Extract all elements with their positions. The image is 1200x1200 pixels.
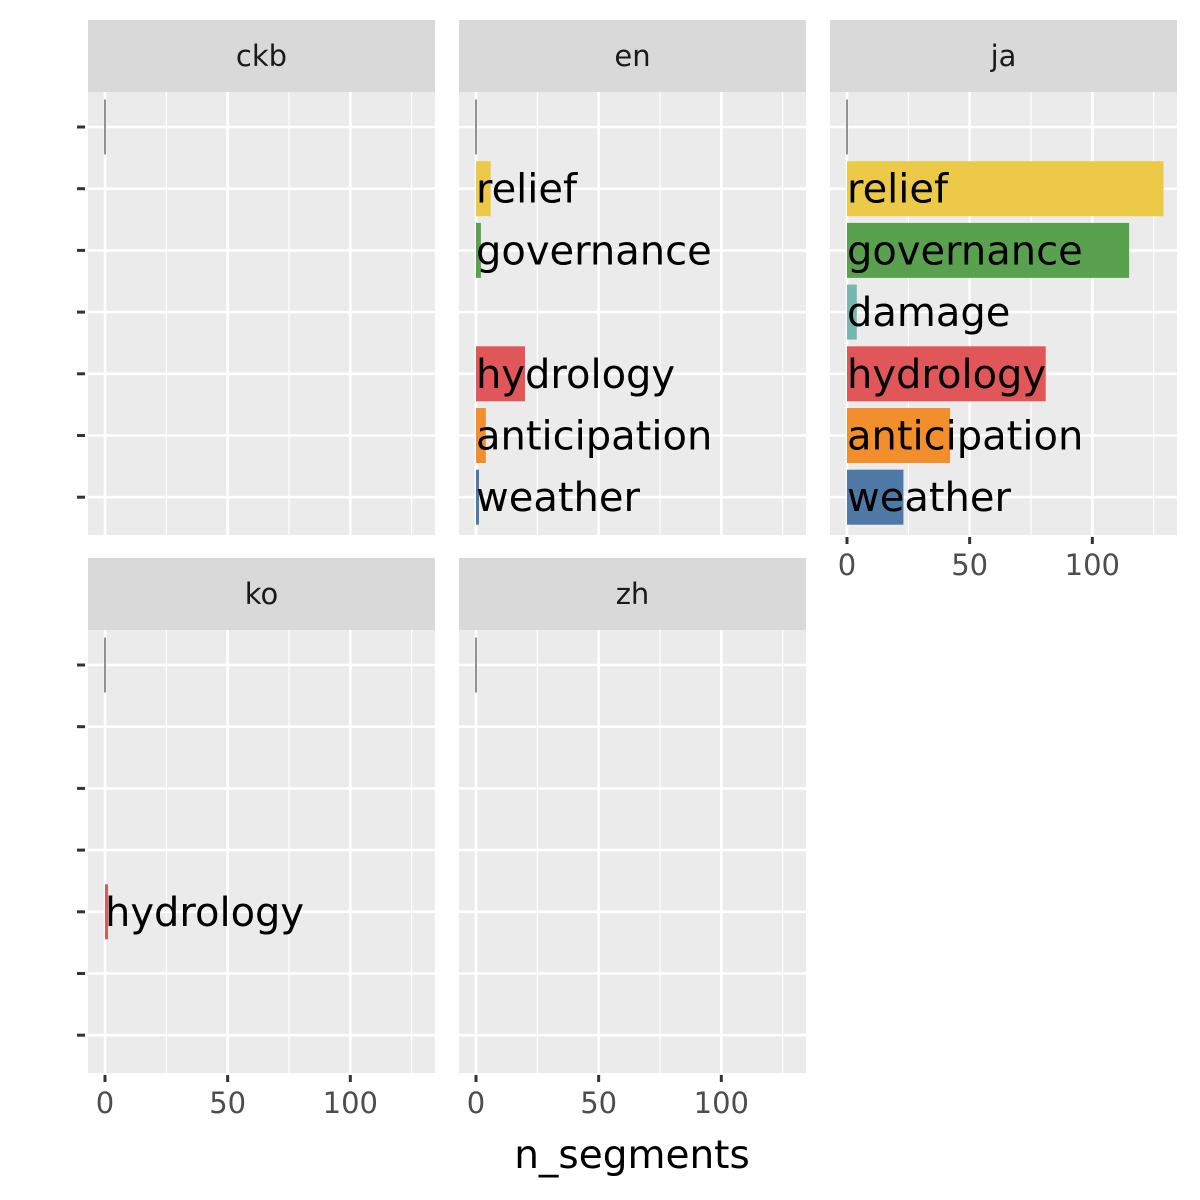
bar-governance <box>847 222 1130 278</box>
bar-blank <box>475 99 477 155</box>
panel-background <box>88 92 435 535</box>
x-tick-label: 0 <box>838 548 856 582</box>
bar-blank <box>846 99 848 155</box>
bar-damage <box>847 284 857 340</box>
x-tick-label: 100 <box>1065 548 1120 582</box>
bar-hydrology <box>105 884 108 940</box>
bar-weather <box>476 469 479 525</box>
panel-background <box>88 630 435 1073</box>
bar-label: weather <box>847 475 1011 521</box>
facet-panel-zh: zh 0 50 100 <box>459 558 806 1120</box>
bar-anticipation <box>476 408 486 463</box>
facet-panel-ja: ja relief governance damage hydrology anticip… <box>830 20 1177 582</box>
panel-background <box>459 630 806 1073</box>
bar-governance <box>476 222 481 278</box>
bar-blank <box>475 637 477 693</box>
bar-hydrology <box>847 346 1046 402</box>
facet-panel-ko: ko hydrology 0 50 100 <box>77 558 435 1120</box>
facet-strip <box>830 20 1177 92</box>
bar-label: hydrology <box>476 352 675 398</box>
bar-relief <box>847 161 1164 217</box>
bar-label: relief <box>476 167 578 213</box>
bar-relief <box>476 161 491 217</box>
bar-blank <box>104 99 106 155</box>
bar-anticipation <box>847 408 951 463</box>
bar-label: relief <box>847 167 949 213</box>
bar-label: anticipation <box>476 414 712 460</box>
bar-label: governance <box>476 228 712 274</box>
facet-panel-ckb: ckb <box>77 20 435 535</box>
bar-label: weather <box>476 475 640 521</box>
x-tick-label: 0 <box>467 1086 485 1120</box>
x-tick-label: 50 <box>209 1086 246 1120</box>
bar-label: hydrology <box>105 890 304 936</box>
panel-background <box>459 92 806 535</box>
bar-label: governance <box>847 228 1083 274</box>
bar-label: damage <box>847 290 1010 336</box>
facet-strip <box>88 20 435 92</box>
bar-weather <box>847 469 904 525</box>
facet-strip <box>459 558 806 630</box>
facet-strip-label: en <box>614 39 650 73</box>
facet-panel-en: en relief governance hydrology anticipation w… <box>459 20 806 535</box>
x-tick-label: 100 <box>694 1086 749 1120</box>
bar-blank <box>104 637 106 693</box>
facet-strip-label: ckb <box>236 39 287 73</box>
facet-strip-label: ko <box>245 577 279 611</box>
facet-strip-label: zh <box>616 577 650 611</box>
x-tick-label: 0 <box>96 1086 114 1120</box>
bar-label: anticipation <box>847 414 1083 460</box>
x-axis-title: n_segments <box>514 1133 750 1178</box>
x-tick-label: 100 <box>323 1086 378 1120</box>
facet-strip <box>459 20 806 92</box>
facet-strip-label: ja <box>990 39 1017 73</box>
x-tick-label: 50 <box>580 1086 617 1120</box>
facet-strip <box>88 558 435 630</box>
x-tick-label: 50 <box>951 548 988 582</box>
bar-label: hydrology <box>847 352 1046 398</box>
bar-hydrology <box>476 346 526 402</box>
